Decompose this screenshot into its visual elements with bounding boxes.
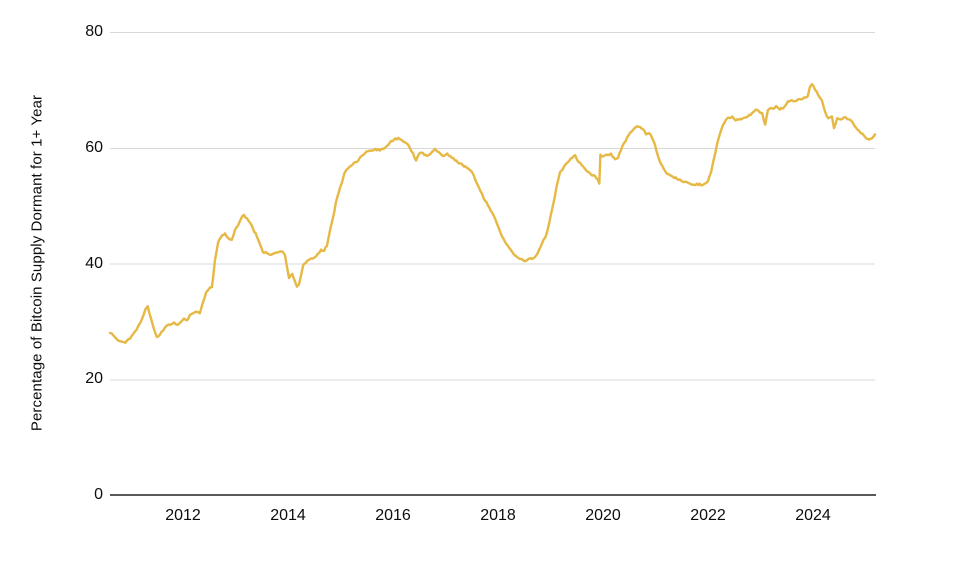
- dormant-supply-line: [108, 82, 877, 344]
- x-tick-label: 2020: [585, 507, 621, 524]
- y-tick-label: 40: [85, 254, 103, 272]
- y-tick-label: 60: [85, 138, 103, 156]
- y-tick-label: 0: [94, 486, 103, 503]
- x-tick-label: 2012: [165, 507, 201, 524]
- x-tick-label: 2014: [270, 507, 306, 524]
- x-tick-label: 2018: [480, 507, 516, 524]
- x-tick-label: 2016: [375, 507, 411, 524]
- y-tick-label: 20: [85, 370, 103, 388]
- x-tick-label: 2024: [795, 507, 831, 524]
- y-tick-label: 80: [85, 23, 103, 40]
- x-tick-label: 2022: [690, 507, 726, 524]
